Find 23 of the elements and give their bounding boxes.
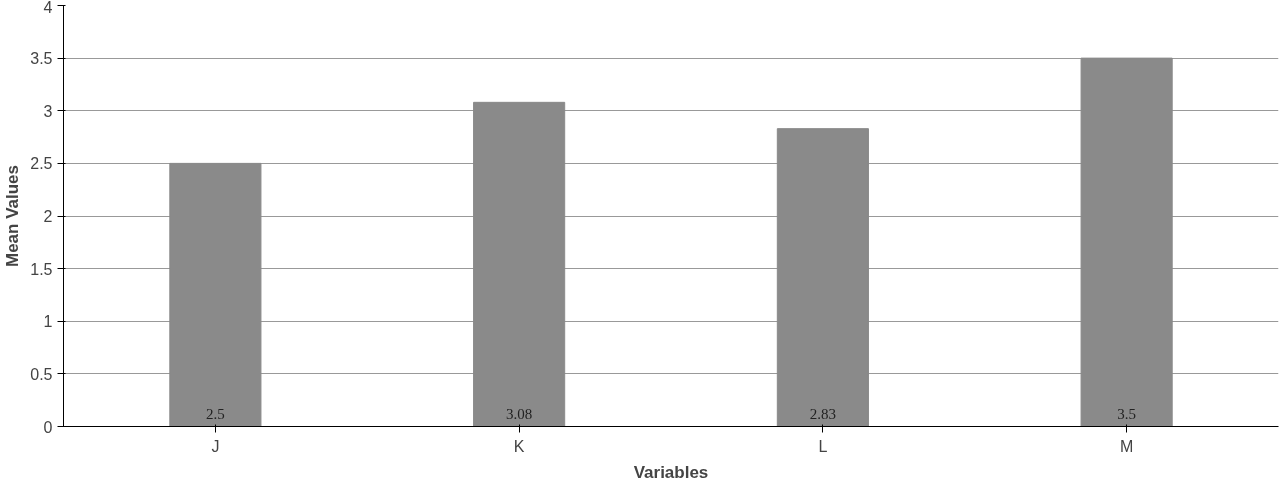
data-label: 3.5 (1117, 405, 1136, 422)
y-tick-label: 2.5 (30, 155, 53, 173)
x-tick-label: L (818, 437, 828, 455)
bar (169, 162, 262, 427)
x-tick-label: M (1119, 437, 1134, 455)
bar (776, 128, 869, 427)
y-tick-label: 1.5 (30, 260, 53, 278)
y-tick-label: 2 (43, 208, 53, 225)
data-label: 2.83 (809, 405, 836, 422)
x-axis-title: Variables (633, 462, 709, 482)
x-tick-label: J (211, 437, 220, 455)
data-label: 3.08 (506, 405, 533, 422)
y-tick-label: 1 (43, 313, 53, 331)
bar (1080, 57, 1173, 427)
y-tick-label: 3 (43, 102, 53, 120)
x-tick-label: K (513, 437, 525, 455)
bar (473, 101, 566, 427)
y-tick-label: 0 (43, 418, 53, 436)
y-axis-title: Mean Values (3, 164, 23, 268)
y-tick-label: 4 (43, 0, 53, 16)
y-tick-label: 3.5 (30, 50, 53, 68)
data-label: 2.5 (206, 405, 225, 422)
y-tick-label: 0.5 (30, 365, 53, 383)
